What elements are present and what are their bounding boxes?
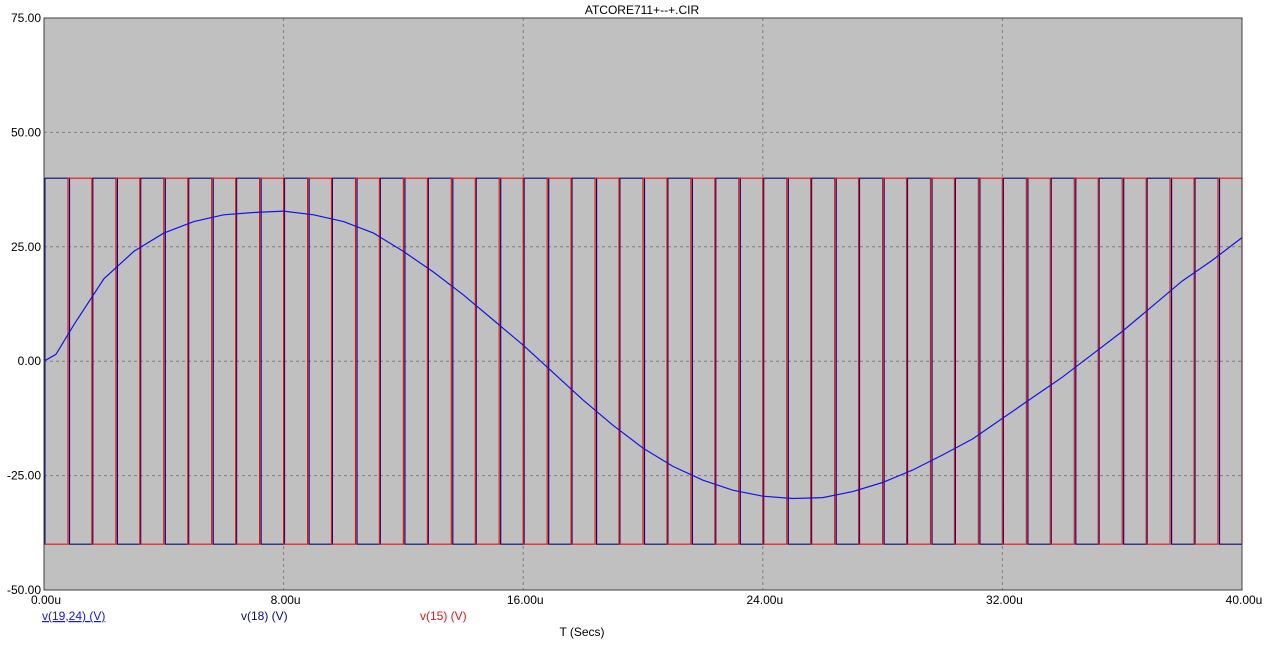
- x-tick-label: 32.00u: [986, 593, 1023, 607]
- chart-title: ATCORE711+--+.CIR: [585, 3, 700, 17]
- x-tick-label: 8.00u: [271, 593, 301, 607]
- series-line-v18: [44, 177, 1242, 545]
- y-tick-label: -50.00: [7, 583, 41, 597]
- x-tick-label: 24.00u: [746, 593, 783, 607]
- series-line-v15: [44, 177, 1243, 545]
- y-tick-label: 25.00: [11, 240, 41, 254]
- x-axis-label: T (Secs): [559, 625, 604, 639]
- legend-item-v15[interactable]: v(15) (V): [420, 609, 467, 623]
- y-tick-label: -25.00: [7, 469, 41, 483]
- legend-item-v18[interactable]: v(18) (V): [241, 609, 288, 623]
- y-tick-label: 75.00: [11, 11, 41, 25]
- plot-border: [43, 17, 1243, 591]
- series-line-v19-24: [43, 210, 1243, 500]
- x-tick-label: 16.00u: [507, 593, 544, 607]
- legend-item-v19-24[interactable]: v(19,24) (V): [42, 609, 105, 623]
- x-tick-label: 0.00u: [31, 593, 61, 607]
- y-tick-label: 0.00: [18, 354, 42, 368]
- x-tick-label: 40.00u: [1226, 593, 1263, 607]
- y-tick-label: 50.00: [11, 125, 41, 139]
